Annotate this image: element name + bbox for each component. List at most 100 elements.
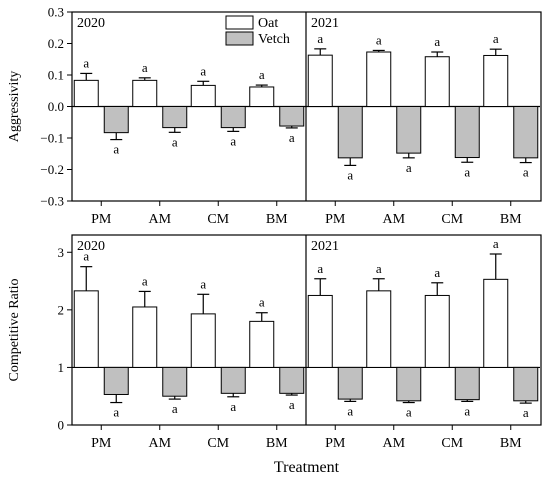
x-tick-label: PM (91, 212, 112, 227)
y-tick-label: 2 (58, 302, 65, 317)
bar (190, 84, 216, 107)
x-tick-label: CM (441, 212, 463, 227)
legend-swatch (225, 15, 254, 30)
x-tick-label: BM (266, 436, 288, 451)
y-tick-label: 0.0 (48, 99, 64, 114)
bar (307, 54, 333, 107)
y-axis-label: Competitive Ratio (7, 278, 22, 381)
bar (337, 106, 363, 159)
significance-letter: a (113, 142, 119, 157)
y-tick-label: −0.2 (40, 162, 64, 177)
bar (249, 320, 275, 368)
bar (103, 106, 129, 134)
x-tick-label: BM (266, 212, 288, 227)
significance-letter: a (83, 249, 89, 264)
bar (279, 366, 305, 394)
y-tick-label: 0.1 (48, 68, 64, 83)
bar (454, 106, 480, 159)
bar (132, 79, 158, 108)
significance-letter: a (142, 60, 148, 75)
bar (396, 106, 422, 154)
x-tick-label: PM (325, 212, 346, 227)
significance-letter: a (347, 167, 353, 182)
bar (513, 106, 539, 159)
significance-letter: a (347, 403, 353, 418)
y-tick-label: 0.3 (48, 5, 64, 20)
bar (513, 366, 539, 402)
significance-letter: a (523, 405, 529, 420)
significance-letter: a (317, 261, 323, 276)
significance-letter: a (172, 401, 178, 416)
bar (279, 106, 305, 127)
significance-letter: a (464, 164, 470, 179)
x-tick-label: AM (382, 436, 405, 451)
significance-letter: a (434, 34, 440, 49)
legend-label: Oat (258, 16, 278, 31)
x-tick-label: BM (500, 436, 522, 451)
significance-letter: a (230, 133, 236, 148)
subplot-label: 2020 (77, 16, 105, 31)
bar (190, 313, 216, 368)
bar (103, 366, 129, 395)
bar (366, 290, 392, 368)
significance-letter: a (376, 261, 382, 276)
bar (396, 366, 422, 402)
y-tick-label: 1 (58, 360, 65, 375)
x-tick-label: AM (148, 436, 171, 451)
significance-letter: a (259, 295, 265, 310)
subplot-label: 2021 (311, 16, 339, 31)
bar (307, 294, 333, 368)
x-axis-label: Treatment (274, 459, 340, 476)
y-tick-label: 0 (58, 418, 65, 433)
significance-letter: a (113, 405, 119, 420)
significance-letter: a (376, 32, 382, 47)
x-tick-label: AM (382, 212, 405, 227)
x-tick-label: CM (207, 436, 229, 451)
significance-letter: a (434, 265, 440, 280)
y-axis-label: Aggressivity (7, 71, 22, 143)
y-tick-label: 0.2 (48, 36, 64, 51)
bar (162, 366, 188, 397)
significance-letter: a (259, 67, 265, 82)
subplot-label: 2020 (77, 239, 105, 254)
significance-letter: a (200, 276, 206, 291)
bar (424, 294, 450, 368)
significance-letter: a (493, 236, 499, 251)
significance-letter: a (406, 160, 412, 175)
significance-letter: a (317, 31, 323, 46)
bar (424, 56, 450, 107)
bar (73, 290, 99, 368)
significance-letter: a (172, 134, 178, 149)
x-tick-label: CM (207, 212, 229, 227)
bar (132, 306, 158, 368)
legend-swatch (225, 31, 254, 46)
bar (483, 54, 509, 107)
significance-letter: a (83, 55, 89, 70)
significance-letter: a (200, 63, 206, 78)
y-tick-label: −0.3 (40, 194, 64, 209)
x-tick-label: AM (148, 212, 171, 227)
x-tick-label: CM (441, 436, 463, 451)
bar (454, 366, 480, 401)
y-tick-label: 3 (58, 245, 65, 260)
significance-letter: a (464, 403, 470, 418)
significance-letter: a (142, 273, 148, 288)
bar (337, 366, 363, 400)
significance-letter: a (289, 397, 295, 412)
x-tick-label: BM (500, 212, 522, 227)
x-tick-label: PM (91, 436, 112, 451)
bar (73, 79, 99, 108)
legend-label: Vetch (258, 32, 290, 47)
bar (249, 86, 275, 108)
bar (162, 106, 188, 129)
bar (220, 366, 246, 394)
significance-letter: a (289, 130, 295, 145)
subplot-label: 2021 (311, 239, 339, 254)
bar (220, 106, 246, 129)
x-tick-label: PM (325, 436, 346, 451)
significance-letter: a (523, 165, 529, 180)
significance-letter: a (406, 405, 412, 420)
bar (483, 278, 509, 368)
